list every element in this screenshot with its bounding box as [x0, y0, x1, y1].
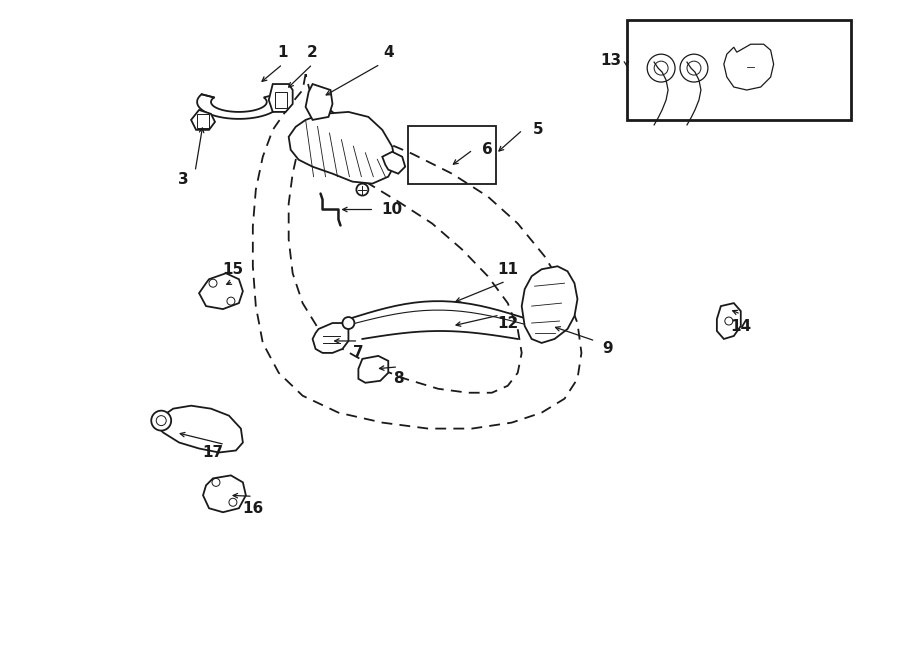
Text: 4: 4	[382, 45, 393, 59]
Bar	[197, 114, 209, 128]
Polygon shape	[358, 356, 388, 383]
Polygon shape	[522, 266, 578, 343]
Polygon shape	[157, 406, 243, 453]
Text: 17: 17	[202, 445, 223, 460]
Polygon shape	[289, 112, 395, 184]
Bar	[627, 20, 851, 120]
Text: 6: 6	[482, 142, 493, 157]
Text: 9: 9	[602, 342, 613, 356]
Polygon shape	[382, 152, 405, 174]
Bar	[409, 126, 496, 184]
Circle shape	[151, 410, 171, 430]
Polygon shape	[203, 475, 246, 512]
Text: 8: 8	[393, 371, 403, 386]
Text: 1: 1	[277, 45, 288, 59]
Bar	[274, 92, 287, 108]
Text: 3: 3	[178, 172, 188, 187]
Text: 12: 12	[497, 315, 518, 330]
Text: 10: 10	[382, 202, 403, 217]
Text: 13: 13	[601, 53, 622, 67]
Circle shape	[356, 184, 368, 196]
Text: 16: 16	[242, 501, 264, 516]
Polygon shape	[312, 323, 348, 353]
Text: 7: 7	[353, 346, 364, 360]
Polygon shape	[306, 84, 332, 120]
Polygon shape	[717, 303, 741, 339]
Polygon shape	[724, 44, 774, 90]
Polygon shape	[269, 84, 292, 112]
Polygon shape	[191, 110, 215, 130]
Text: 14: 14	[730, 319, 752, 334]
Text: 2: 2	[307, 45, 318, 59]
Polygon shape	[199, 273, 243, 309]
Text: 5: 5	[532, 122, 543, 137]
Circle shape	[343, 317, 355, 329]
Text: 15: 15	[222, 262, 244, 277]
Text: 11: 11	[498, 262, 518, 277]
Polygon shape	[197, 95, 281, 119]
